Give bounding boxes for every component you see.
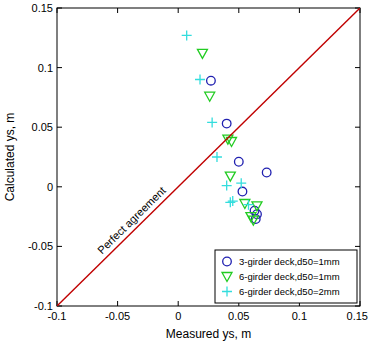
y-tick-label: -0.1: [34, 300, 53, 312]
x-tick-label: -0.05: [105, 310, 130, 322]
x-tick: [117, 8, 118, 13]
legend-box: [215, 250, 357, 303]
scatter-point: [182, 30, 192, 40]
scatter-point: [222, 119, 231, 128]
y-tick: [355, 127, 360, 128]
x-tick: [178, 301, 179, 306]
scatter-point: [212, 152, 222, 162]
legend-marker: [222, 287, 232, 297]
scatter-point: [197, 49, 207, 58]
scatter-point: [205, 92, 215, 101]
scatter-point: [236, 178, 246, 188]
scatter-point: [235, 157, 244, 166]
scatter-point: [222, 181, 232, 191]
y-tick-label: -0.05: [28, 240, 53, 252]
x-tick-label: 0.1: [292, 310, 307, 322]
scatter-point: [207, 76, 216, 85]
x-tick-label: 0: [175, 310, 181, 322]
legend: 3-girder deck,d50=1mm 6-girder deck,d50=1…: [215, 250, 357, 303]
scatter-point: [248, 216, 258, 225]
reference-line: [57, 8, 360, 306]
scatter-point: [227, 138, 237, 147]
scatter-point: [225, 197, 235, 207]
y-tick: [355, 246, 360, 247]
plot-marks: [57, 8, 360, 306]
y-tick: [57, 246, 62, 247]
scatter-point: [238, 187, 247, 196]
scatter-point: [207, 117, 217, 127]
scatter-point: [195, 75, 205, 85]
legend-marker: [222, 273, 232, 282]
y-tick: [57, 8, 62, 9]
y-tick: [57, 67, 62, 68]
legend-label: 6-girder deck,d50=1mm: [239, 271, 340, 282]
x-tick-label: 0.15: [347, 310, 368, 322]
y-tick-label: 0.15: [32, 2, 53, 14]
x-tick: [178, 8, 179, 13]
x-tick: [360, 301, 361, 306]
y-tick: [355, 306, 360, 307]
x-tick: [57, 8, 58, 13]
x-tick: [117, 301, 118, 306]
y-tick: [57, 186, 62, 187]
x-tick: [238, 8, 239, 13]
legend-label: 6-girder deck,d50=2mm: [239, 286, 340, 297]
line-annotation: Perfect agreement: [95, 184, 168, 256]
legend-marker: [223, 257, 232, 266]
x-tick: [299, 8, 300, 13]
y-tick-label: 0: [47, 181, 53, 193]
y-tick-label: 0.1: [38, 62, 53, 74]
chart: -0.1-0.0500.050.10.15-0.1-0.0500.050.10.…: [0, 0, 384, 348]
y-tick: [57, 127, 62, 128]
y-tick: [355, 186, 360, 187]
scatter-point: [225, 172, 235, 181]
legend-label: 3-girder deck,d50=1mm: [239, 256, 340, 267]
y-tick-label: 0.05: [32, 121, 53, 133]
plot-frame: [57, 8, 360, 306]
x-tick-label: 0.05: [228, 310, 249, 322]
scatter-point: [252, 202, 262, 211]
x-axis-label: Measured ys, m: [166, 327, 251, 341]
y-tick: [355, 67, 360, 68]
y-axis-label: Calculated ys, m: [3, 113, 17, 202]
scatter-point: [262, 168, 271, 177]
scatter-point: [243, 200, 253, 210]
scatter-point: [228, 196, 238, 206]
